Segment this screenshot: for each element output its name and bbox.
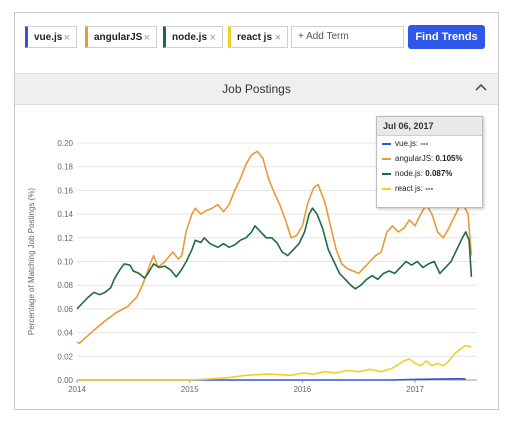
x-tick-label: 2014 bbox=[68, 385, 86, 394]
tooltip-series-name: react js: bbox=[395, 184, 424, 193]
remove-term-icon[interactable]: × bbox=[274, 32, 281, 44]
term-label: vue.js bbox=[34, 32, 63, 43]
term-bar: vue.js × angularJS × node.js × react js … bbox=[15, 13, 498, 61]
series-line-angularjs bbox=[76, 150, 473, 345]
term-chip-reactjs[interactable]: react js × bbox=[228, 26, 288, 48]
y-tick-label: 0.12 bbox=[57, 234, 73, 243]
y-tick-label: 0.16 bbox=[57, 186, 73, 195]
tooltip-series-value: --- bbox=[425, 184, 434, 193]
section-header[interactable]: Job Postings bbox=[15, 73, 498, 105]
remove-term-icon[interactable]: × bbox=[209, 32, 216, 44]
tooltip-series-value: --- bbox=[420, 139, 429, 148]
remove-term-icon[interactable]: × bbox=[143, 32, 150, 44]
x-tick-label: 2017 bbox=[406, 385, 424, 394]
tooltip-series-name: vue.js: bbox=[395, 139, 419, 148]
add-term-input[interactable]: + Add Term bbox=[291, 26, 404, 48]
tooltip-row: node.js: 0.087% bbox=[377, 167, 482, 181]
y-tick-label: 0.10 bbox=[57, 258, 73, 267]
section-title: Job Postings bbox=[222, 82, 291, 96]
y-axis-label: Percentage of Matching Job Postings (%) bbox=[27, 188, 36, 336]
term-label: node.js bbox=[172, 32, 208, 43]
tooltip-row: vue.js: --- bbox=[377, 137, 482, 151]
term-label: angularJS bbox=[94, 32, 143, 43]
x-tick-label: 2016 bbox=[293, 385, 311, 394]
y-tick-label: 0.02 bbox=[57, 352, 73, 361]
remove-term-icon[interactable]: × bbox=[63, 32, 70, 44]
tooltip-series-name: node.js: bbox=[395, 169, 424, 178]
tooltip-series-name: angularJS: bbox=[395, 154, 434, 163]
tooltip-row: react js: --- bbox=[377, 182, 482, 196]
series-swatch bbox=[382, 173, 391, 175]
series-line-vue-js bbox=[77, 378, 466, 381]
chevron-up-icon[interactable] bbox=[474, 80, 488, 94]
term-chip-vuejs[interactable]: vue.js × bbox=[25, 26, 77, 48]
y-tick-label: 0.14 bbox=[57, 210, 73, 219]
y-tick-label: 0.08 bbox=[57, 281, 73, 290]
y-tick-label: 0.06 bbox=[57, 305, 73, 314]
series-swatch bbox=[382, 158, 391, 160]
tooltip-series-value: 0.087% bbox=[425, 169, 453, 178]
trends-panel: vue.js × angularJS × node.js × react js … bbox=[14, 12, 499, 410]
term-label: react js bbox=[237, 32, 273, 43]
find-trends-button[interactable]: Find Trends bbox=[408, 25, 485, 49]
series-swatch bbox=[382, 143, 391, 145]
series-swatch bbox=[382, 188, 391, 190]
job-postings-chart: 0.00 0.02 0.04 0.06 0.08 0.10 0.12 0.14 0.16 0.18… bbox=[27, 139, 477, 394]
term-chip-angularjs[interactable]: angularJS × bbox=[85, 26, 157, 48]
series-line-node-js bbox=[76, 207, 473, 310]
term-chip-nodejs[interactable]: node.js × bbox=[163, 26, 223, 48]
series-line-react-js bbox=[77, 344, 472, 381]
y-tick-label: 0.00 bbox=[57, 376, 73, 385]
y-tick-label: 0.18 bbox=[57, 163, 73, 172]
y-tick-label: 0.20 bbox=[57, 139, 73, 148]
tooltip-date: Jul 06, 2017 bbox=[377, 117, 482, 136]
tooltip-row: angularJS: 0.105% bbox=[377, 152, 482, 166]
chart-tooltip: Jul 06, 2017 vue.js: --- angularJS: 0.10… bbox=[376, 116, 483, 208]
y-tick-label: 0.04 bbox=[57, 329, 73, 338]
x-tick-label: 2015 bbox=[181, 385, 199, 394]
tooltip-series-value: 0.105% bbox=[435, 154, 463, 163]
